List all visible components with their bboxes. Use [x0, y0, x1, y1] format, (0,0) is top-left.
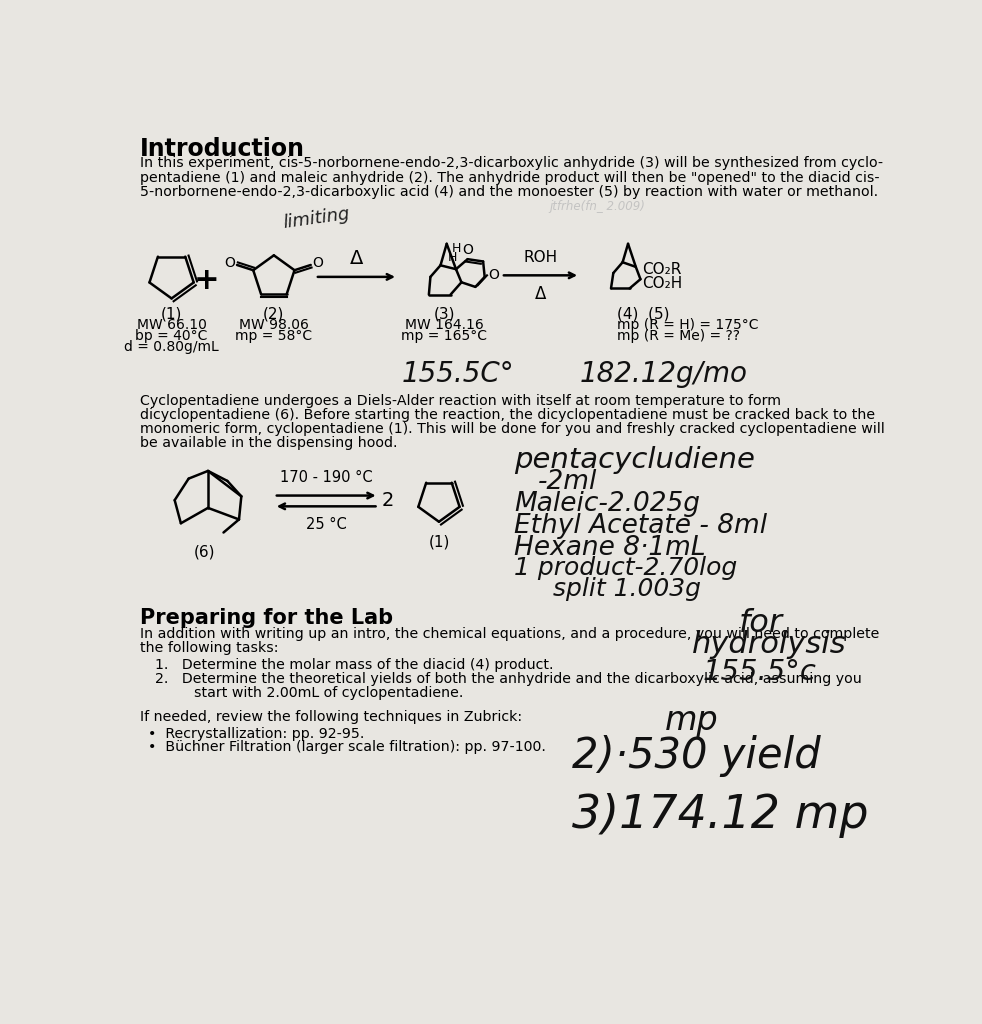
Text: mp = 165°C: mp = 165°C	[402, 330, 487, 343]
Text: mp (R = H) = 175°C: mp (R = H) = 175°C	[618, 318, 759, 333]
Text: MW 164.16: MW 164.16	[405, 318, 484, 333]
Text: O: O	[488, 267, 499, 282]
Text: •  Recrystallization: pp. 92-95.: • Recrystallization: pp. 92-95.	[147, 727, 364, 740]
Text: MW 98.06: MW 98.06	[239, 318, 308, 333]
Text: CO₂R: CO₂R	[642, 262, 682, 278]
Text: Introduction: Introduction	[139, 137, 304, 161]
Text: Maleic-2.025g: Maleic-2.025g	[515, 490, 700, 517]
Text: In this experiment, cis-5-norbornene-endo-2,3-dicarboxylic anhydride (3) will be: In this experiment, cis-5-norbornene-end…	[139, 156, 883, 170]
Text: 2)·530 yield: 2)·530 yield	[573, 735, 821, 777]
Text: dicyclopentadiene (6). Before starting the reaction, the dicyclopentadiene must : dicyclopentadiene (6). Before starting t…	[139, 408, 875, 422]
Text: be available in the dispensing hood.: be available in the dispensing hood.	[139, 435, 398, 450]
Text: Preparing for the Lab: Preparing for the Lab	[139, 608, 393, 628]
Text: H: H	[448, 251, 457, 264]
Text: (1): (1)	[161, 306, 183, 322]
Text: limiting: limiting	[282, 205, 351, 232]
Text: (2): (2)	[263, 306, 285, 322]
Text: (3): (3)	[434, 306, 455, 322]
Text: Δ: Δ	[535, 285, 546, 302]
Text: mp: mp	[665, 705, 719, 737]
Text: pentadiene (1) and maleic anhydride (2). The anhydride product will then be "ope: pentadiene (1) and maleic anhydride (2).…	[139, 171, 880, 184]
Text: Ethyl Acetate - 8ml: Ethyl Acetate - 8ml	[515, 513, 767, 540]
Text: the following tasks:: the following tasks:	[139, 641, 278, 655]
Text: 170 - 190 °C: 170 - 190 °C	[280, 470, 372, 484]
Text: 3)174.12 mp: 3)174.12 mp	[573, 793, 869, 838]
Text: 1 product-2.70log: 1 product-2.70log	[515, 556, 737, 580]
Text: pentacycludiene: pentacycludiene	[515, 446, 755, 474]
Text: mp (R = Me) = ??: mp (R = Me) = ??	[618, 330, 740, 343]
Text: 155.5C°: 155.5C°	[402, 360, 515, 388]
Text: (4)  (5): (4) (5)	[618, 306, 670, 322]
Text: mp = 58°C: mp = 58°C	[236, 330, 312, 343]
Text: split 1.003g: split 1.003g	[553, 578, 701, 601]
Text: 2.   Determine the theoretical yields of both the anhydride and the dicarboxylic: 2. Determine the theoretical yields of b…	[155, 672, 862, 686]
Text: (6): (6)	[193, 545, 215, 560]
Text: 5-norbornene-endo-2,3-dicarboxylic acid (4) and the monoester (5) by reaction wi: 5-norbornene-endo-2,3-dicarboxylic acid …	[139, 185, 878, 200]
Text: bp = 40°C: bp = 40°C	[136, 330, 208, 343]
Text: O: O	[224, 256, 235, 269]
Text: hydrolysis: hydrolysis	[692, 630, 847, 658]
Text: monomeric form, cyclopentadiene (1). This will be done for you and freshly crack: monomeric form, cyclopentadiene (1). Thi…	[139, 422, 885, 435]
Text: for: for	[738, 608, 783, 639]
Text: O: O	[463, 243, 473, 257]
Text: start with 2.00mL of cyclopentadiene.: start with 2.00mL of cyclopentadiene.	[167, 686, 464, 699]
Text: Δ: Δ	[350, 249, 363, 267]
Text: 155.5°c: 155.5°c	[702, 658, 816, 686]
Text: If needed, review the following techniques in Zubrick:: If needed, review the following techniqu…	[139, 710, 521, 724]
Text: 25 °C: 25 °C	[305, 517, 347, 532]
Text: In addition with writing up an intro, the chemical equations, and a procedure, y: In addition with writing up an intro, th…	[139, 628, 879, 641]
Text: MW 66.10: MW 66.10	[136, 318, 206, 333]
Text: CO₂H: CO₂H	[642, 276, 682, 291]
Text: 182.12g/mo: 182.12g/mo	[580, 360, 748, 388]
Text: 2: 2	[382, 492, 394, 510]
Text: -2ml: -2ml	[537, 469, 597, 496]
Text: jtfrhe(fn_ 2.009): jtfrhe(fn_ 2.009)	[549, 200, 645, 213]
Text: (1): (1)	[428, 535, 450, 550]
Text: O: O	[312, 256, 323, 269]
Text: Hexane 8·1mL: Hexane 8·1mL	[515, 535, 706, 561]
Text: 1.   Determine the molar mass of the diacid (4) product.: 1. Determine the molar mass of the diaci…	[155, 658, 554, 672]
Text: H: H	[452, 242, 462, 255]
Text: +: +	[193, 266, 219, 295]
Text: d = 0.80g/mL: d = 0.80g/mL	[124, 340, 219, 354]
Text: •  Büchner Filtration (larger scale filtration): pp. 97-100.: • Büchner Filtration (larger scale filtr…	[147, 740, 545, 755]
Text: ROH: ROH	[523, 250, 558, 264]
Text: Cyclopentadiene undergoes a Diels-Alder reaction with itself at room temperature: Cyclopentadiene undergoes a Diels-Alder …	[139, 394, 781, 408]
